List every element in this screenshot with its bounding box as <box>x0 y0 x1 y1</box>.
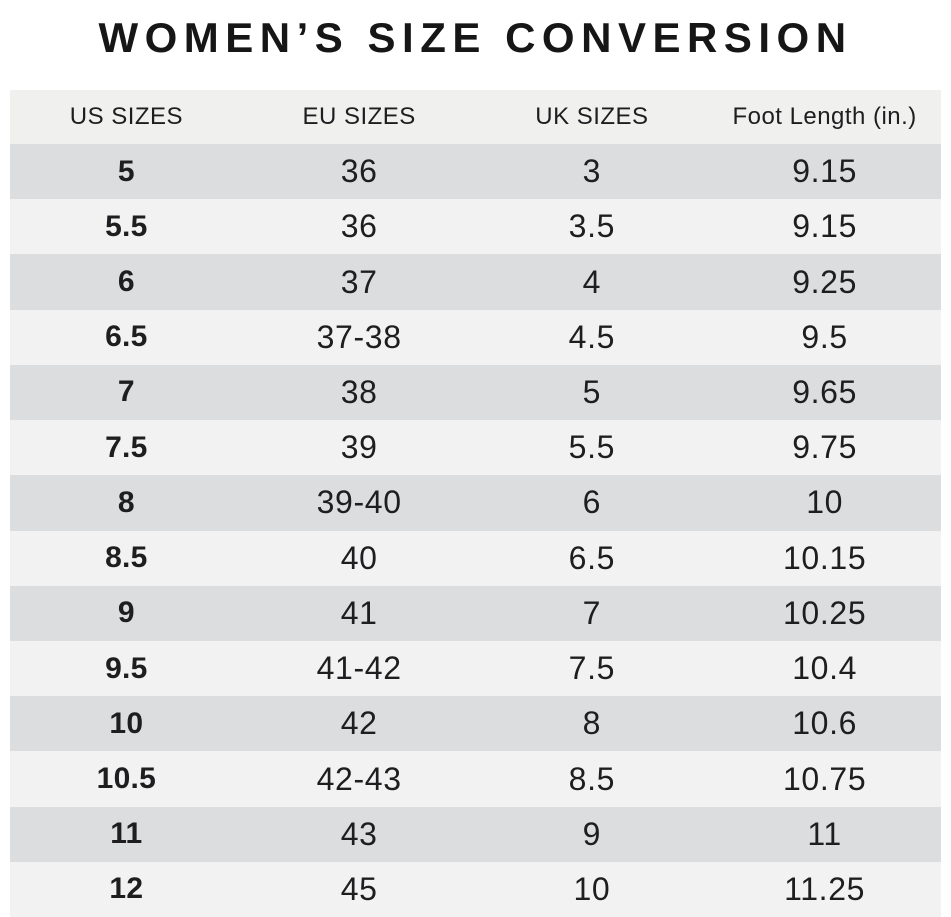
uk-size-cell: 9 <box>582 815 602 852</box>
table-row: 5.5 36 3.5 9.15 <box>10 199 941 255</box>
table-header-row: US SIZES EU SIZES UK SIZES Foot Length (… <box>10 90 941 144</box>
foot-length-cell: 10.15 <box>782 539 867 576</box>
eu-size-cell: 37 <box>340 263 378 300</box>
foot-length-cell: 10.25 <box>782 594 867 631</box>
table-body: 5 36 3 9.15 5.5 36 3.5 9.15 6 37 4 9.25 … <box>10 144 941 917</box>
foot-length-cell: 11.25 <box>784 870 866 907</box>
uk-size-cell: 4.5 <box>568 318 616 355</box>
us-size-cell: 10.5 <box>96 762 157 796</box>
table-row: 7.5 39 5.5 9.75 <box>10 420 941 476</box>
us-size-cell: 9.5 <box>105 651 148 685</box>
uk-size-cell: 3.5 <box>568 208 616 245</box>
us-size-cell: 9 <box>117 596 135 630</box>
us-size-cell: 5.5 <box>105 209 148 243</box>
uk-size-cell: 8.5 <box>568 760 616 797</box>
table-row: 7 38 5 9.65 <box>10 364 941 421</box>
foot-length-cell: 9.15 <box>792 208 858 245</box>
foot-length-cell: 10.75 <box>782 760 867 797</box>
column-header-eu-sizes: EU SIZES <box>302 103 416 130</box>
foot-length-cell: 9.75 <box>792 429 858 466</box>
uk-size-cell: 8 <box>582 705 602 742</box>
uk-size-cell: 6 <box>582 484 602 521</box>
foot-length-cell: 11 <box>807 815 842 852</box>
uk-size-cell: 7 <box>582 594 602 631</box>
table-row: 6.5 37-38 4.5 9.5 <box>10 309 941 365</box>
table-row: 6 37 4 9.25 <box>10 254 941 310</box>
foot-length-cell: 9.5 <box>801 318 848 355</box>
table-row: 11 43 9 11 <box>10 806 941 862</box>
uk-size-cell: 5.5 <box>568 429 616 466</box>
us-size-cell: 7 <box>117 375 135 409</box>
eu-size-cell: 36 <box>340 153 378 190</box>
eu-size-cell: 43 <box>340 815 378 852</box>
page-title: WOMEN’S SIZE CONVERSION <box>98 14 853 61</box>
uk-size-cell: 7.5 <box>568 650 616 687</box>
foot-length-cell: 9.25 <box>792 263 858 300</box>
eu-size-cell: 36 <box>340 208 378 245</box>
eu-size-cell: 37-38 <box>316 318 402 355</box>
table-row: 10 42 8 10.6 <box>10 696 941 752</box>
us-size-cell: 10 <box>109 706 144 740</box>
column-header-us-sizes: US SIZES <box>69 103 183 130</box>
table-row: 8.5 40 6.5 10.15 <box>10 530 941 586</box>
column-header-foot-length: Foot Length (in.) <box>732 103 917 130</box>
foot-length-cell: 9.65 <box>792 373 858 410</box>
eu-size-cell: 40 <box>340 539 378 576</box>
eu-size-cell: 41-42 <box>316 650 402 687</box>
table-row: 12 45 10 11.25 <box>10 861 941 917</box>
us-size-cell: 8 <box>117 485 135 519</box>
us-size-cell: 12 <box>109 872 144 906</box>
column-header-uk-sizes: UK SIZES <box>535 103 649 130</box>
eu-size-cell: 38 <box>340 373 378 410</box>
table-row: 8 39-40 6 10 <box>10 475 941 531</box>
table-row: 5 36 3 9.15 <box>10 144 941 200</box>
eu-size-cell: 42 <box>340 705 378 742</box>
us-size-cell: 11 <box>110 817 143 851</box>
us-size-cell: 6.5 <box>105 320 148 354</box>
foot-length-cell: 9.15 <box>792 153 858 190</box>
us-size-cell: 5 <box>117 154 135 188</box>
uk-size-cell: 10 <box>573 870 611 907</box>
table-row: 9.5 41-42 7.5 10.4 <box>10 640 941 697</box>
eu-size-cell: 42-43 <box>316 760 402 797</box>
eu-size-cell: 39 <box>340 429 378 466</box>
uk-size-cell: 3 <box>582 153 602 190</box>
foot-length-cell: 10 <box>806 484 844 521</box>
foot-length-cell: 10.6 <box>792 705 858 742</box>
us-size-cell: 8.5 <box>105 541 148 575</box>
eu-size-cell: 45 <box>340 870 378 907</box>
table-row: 9 41 7 10.25 <box>10 585 941 641</box>
foot-length-cell: 10.4 <box>792 650 858 687</box>
eu-size-cell: 39-40 <box>316 484 402 521</box>
us-size-cell: 6 <box>117 265 135 299</box>
size-conversion-table: US SIZES EU SIZES UK SIZES Foot Length (… <box>10 90 941 917</box>
table-row: 10.5 42-43 8.5 10.75 <box>10 751 941 807</box>
uk-size-cell: 6.5 <box>568 539 616 576</box>
eu-size-cell: 41 <box>340 594 378 631</box>
uk-size-cell: 5 <box>582 373 602 410</box>
us-size-cell: 7.5 <box>105 430 148 464</box>
uk-size-cell: 4 <box>582 263 602 300</box>
